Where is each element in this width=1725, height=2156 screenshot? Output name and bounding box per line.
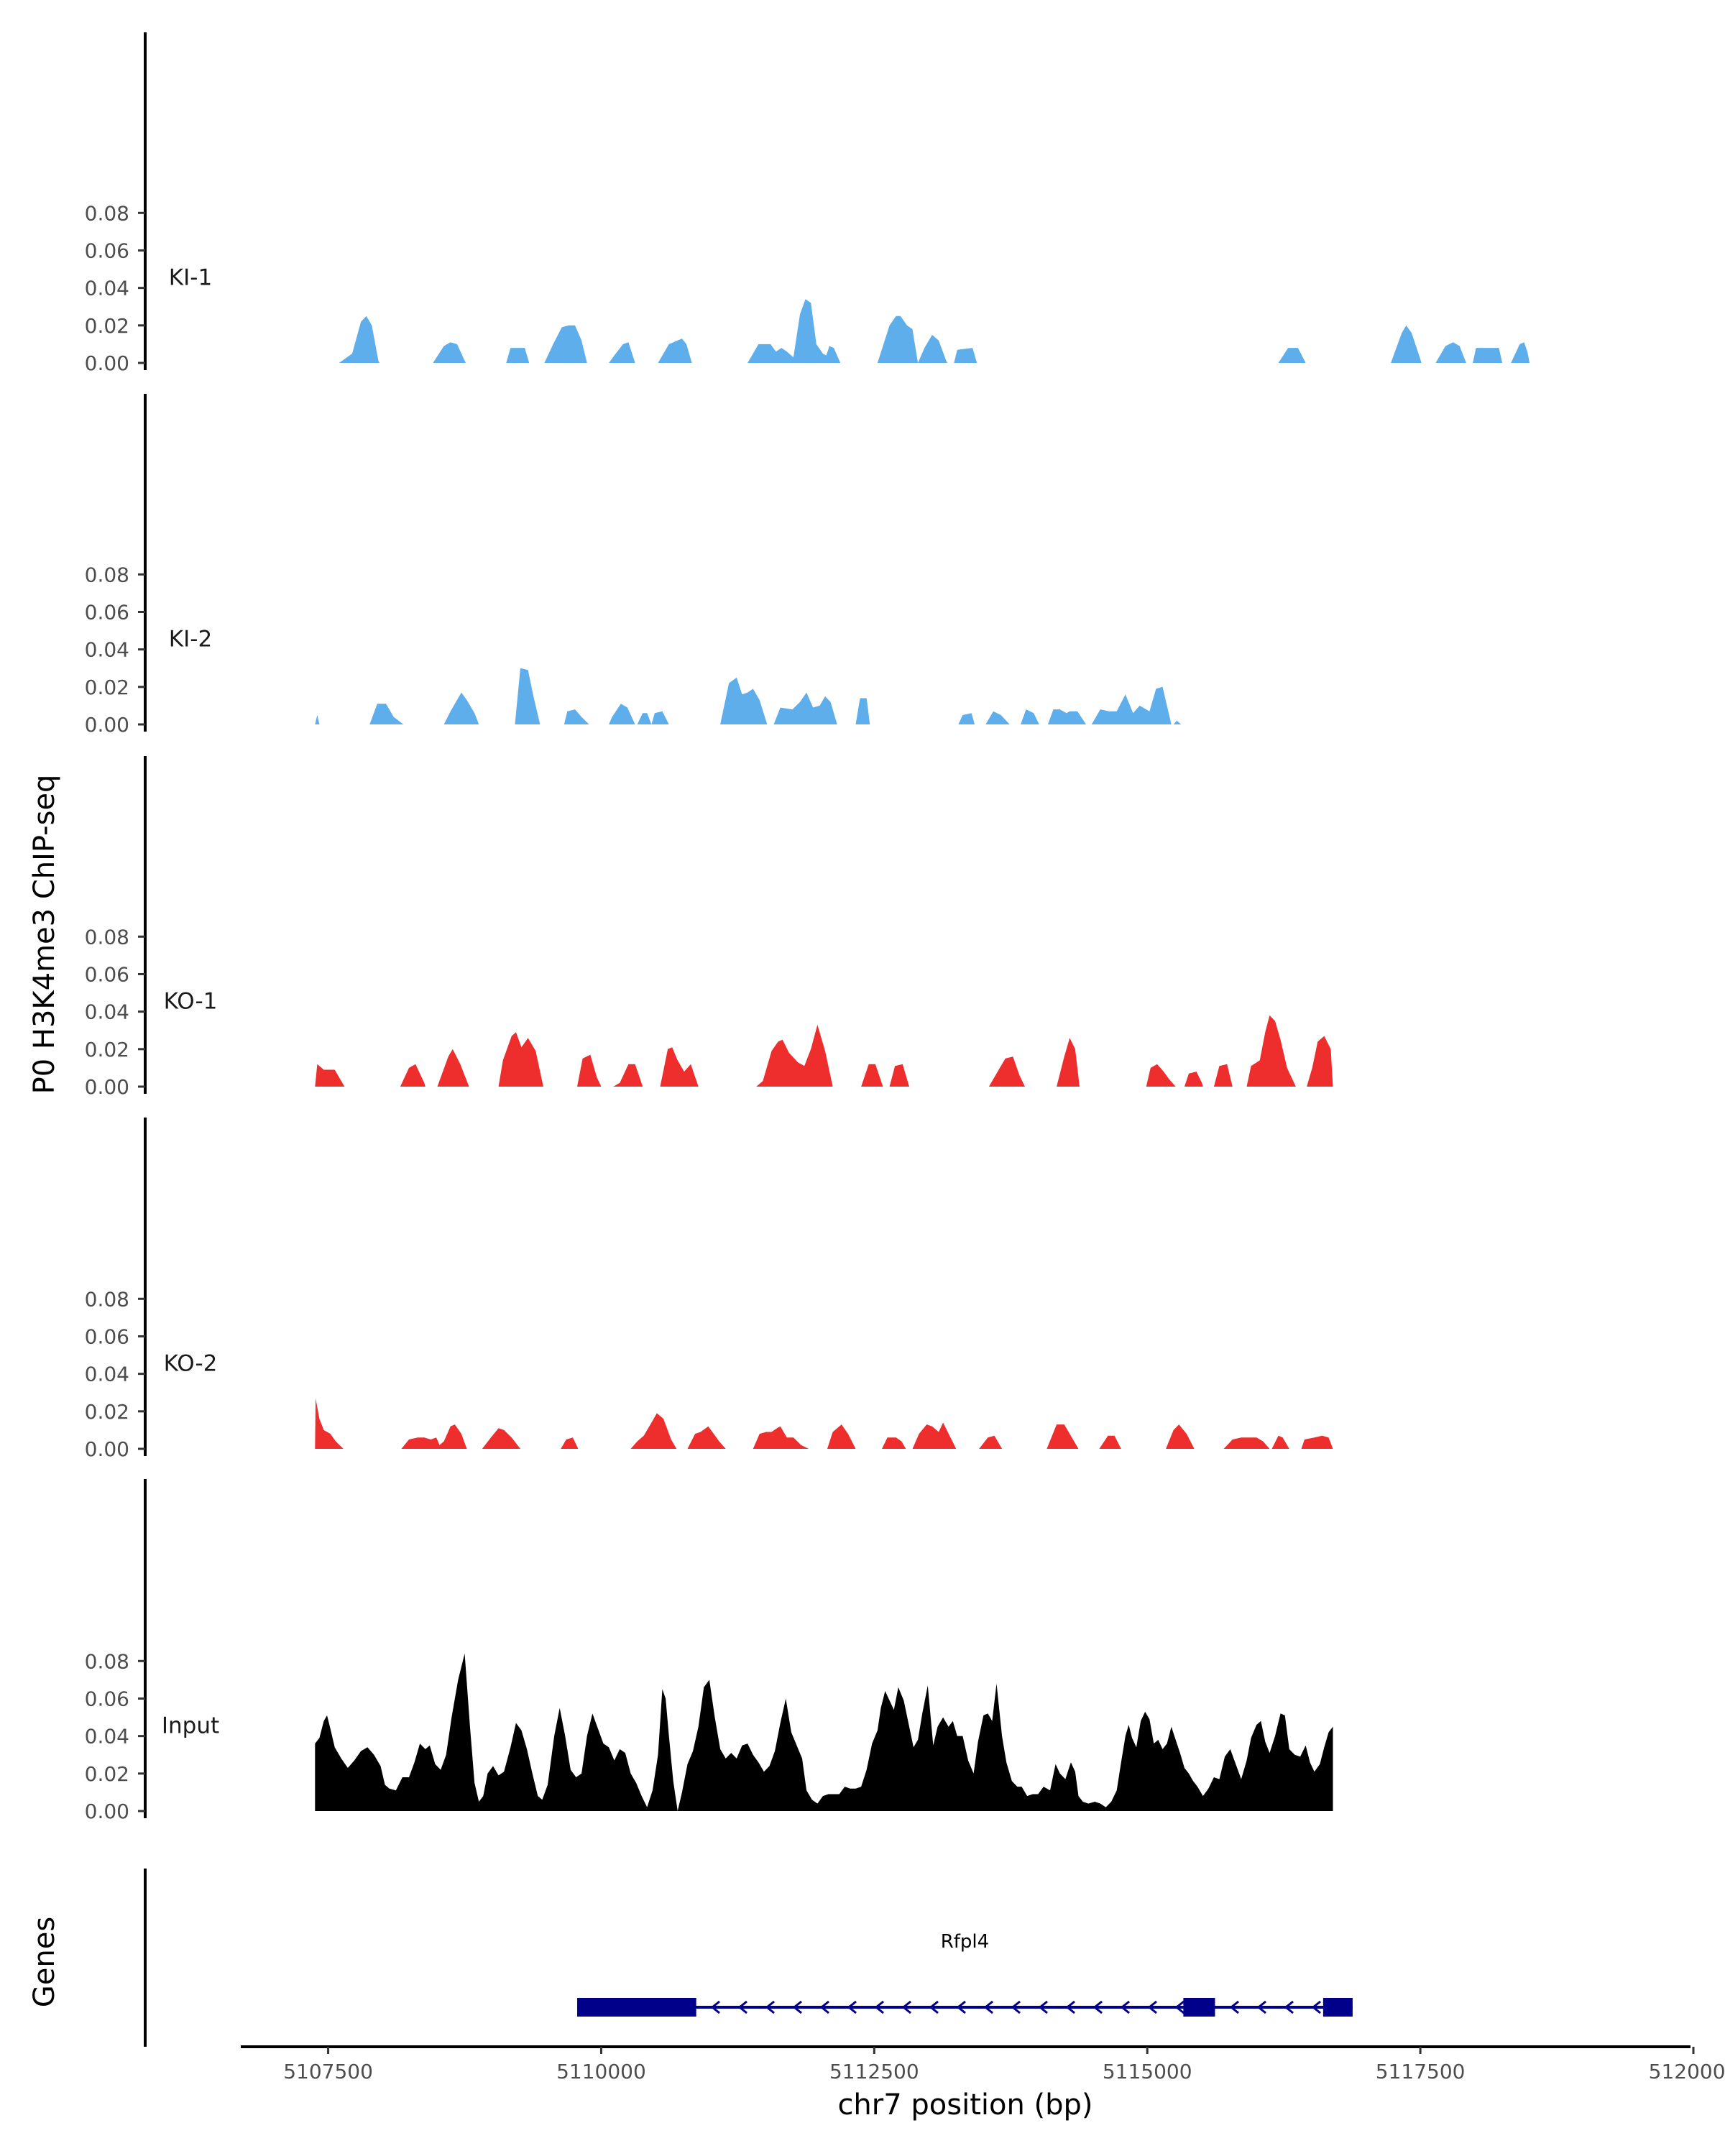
signal-tracks: 0.00 0.02 0.04 0.06 0.08 KI-1 0.00 0.02 0.04 0.06… (85, 32, 1530, 1823)
y-tick-label: 0.06 (85, 239, 129, 262)
y-tick-label: 0.04 (85, 638, 129, 662)
signal-area (315, 1398, 1333, 1449)
signal-area (315, 1015, 1333, 1087)
track-ko-2: 0.00 0.02 0.04 0.06 0.08 KO-2 (85, 1118, 1333, 1461)
gene-name-label: Rfpl4 (941, 1931, 990, 1953)
y-tick-label: 0.08 (85, 925, 129, 949)
y-tick-label: 0.06 (85, 962, 129, 986)
strand-arrow (901, 2000, 911, 2014)
signal-area (315, 1653, 1333, 1811)
strand-arrow (1229, 2000, 1239, 2014)
gene-exon (1183, 1998, 1215, 2017)
x-tick-label: 5115000 (1103, 2060, 1192, 2083)
track-label: KO-2 (164, 1351, 218, 1377)
y-tick-label: 0.04 (85, 1725, 129, 1749)
y-tick-label: 0.08 (85, 563, 129, 586)
track-ki-1: 0.00 0.02 0.04 0.06 0.08 KI-1 (85, 32, 1530, 375)
x-tick-label: 5117500 (1376, 2060, 1466, 2083)
x-tick-label: 5110000 (556, 2060, 646, 2083)
x-tick-label: 5112500 (829, 2060, 919, 2083)
y-tick-label: 0.00 (85, 1800, 129, 1823)
strand-arrow (1174, 2000, 1184, 2014)
strand-arrow (1092, 2000, 1103, 2014)
y-tick-label: 0.08 (85, 201, 129, 225)
strand-arrow (1147, 2000, 1157, 2014)
strand-arrow (847, 2000, 857, 2014)
strand-arrow (765, 2000, 775, 2014)
gene-exon (577, 1998, 696, 2017)
gene-track: Rfpl4 (144, 1869, 1353, 2047)
signal-area (339, 299, 1530, 363)
y-tick-label: 0.04 (85, 277, 129, 300)
track-label: KI-1 (169, 265, 212, 291)
y-tick-label: 0.08 (85, 1287, 129, 1311)
y-tick-label: 0.04 (85, 1363, 129, 1386)
x-axis: 5107500 5110000 5112500 5115000 5117500 51200… (241, 2045, 1725, 2083)
track-input: 0.00 0.02 0.04 0.06 0.08 Input (85, 1479, 1333, 1823)
y-tick-label: 0.02 (85, 1762, 129, 1786)
y-tick-label: 0.02 (85, 1038, 129, 1061)
y-tick-label: 0.00 (85, 1437, 129, 1461)
y-tick-label: 0.00 (85, 713, 129, 737)
strand-arrow (1065, 2000, 1075, 2014)
strand-arrow (1256, 2000, 1266, 2014)
y-tick-label: 0.08 (85, 1649, 129, 1673)
strand-arrow (737, 2000, 748, 2014)
strand-arrow (710, 2000, 720, 2014)
strand-arrow (874, 2000, 884, 2014)
y-tick-label: 0.06 (85, 1325, 129, 1348)
x-tick-label: 5120000 (1649, 2060, 1725, 2083)
strand-arrow (1038, 2000, 1048, 2014)
strand-arrow (1120, 2000, 1130, 2014)
gene-track-title: Genes (28, 1917, 61, 2007)
y-tick-label: 0.02 (85, 676, 129, 699)
track-label: KO-1 (164, 989, 218, 1015)
track-ki-2: 0.00 0.02 0.04 0.06 0.08 KI-2 (85, 394, 1182, 737)
signal-area (315, 668, 1182, 724)
strand-arrow (929, 2000, 939, 2014)
y-tick-label: 0.02 (85, 314, 129, 338)
y-tick-label: 0.04 (85, 1000, 129, 1024)
y-tick-label: 0.00 (85, 351, 129, 375)
strand-arrow (792, 2000, 802, 2014)
strand-arrow (1311, 2000, 1321, 2014)
strand-arrow (956, 2000, 966, 2014)
y-tick-label: 0.02 (85, 1400, 129, 1424)
y-axis-title: P0 H3K4me3 ChIP-seq (28, 775, 61, 1095)
strand-arrow (1011, 2000, 1021, 2014)
track-label: KI-2 (169, 627, 212, 653)
x-axis-title: chr7 position (bp) (837, 2088, 1092, 2122)
track-ko-1: 0.00 0.02 0.04 0.06 0.08 KO-1 (85, 756, 1333, 1099)
gene-exon (1322, 1998, 1353, 2017)
strand-arrow (983, 2000, 993, 2014)
strand-arrow (1284, 2000, 1294, 2014)
y-tick-label: 0.06 (85, 600, 129, 624)
strand-arrow (819, 2000, 829, 2014)
y-tick-label: 0.00 (85, 1075, 129, 1099)
y-tick-label: 0.06 (85, 1687, 129, 1710)
track-label: Input (162, 1713, 219, 1739)
x-tick-label: 5107500 (283, 2060, 373, 2083)
